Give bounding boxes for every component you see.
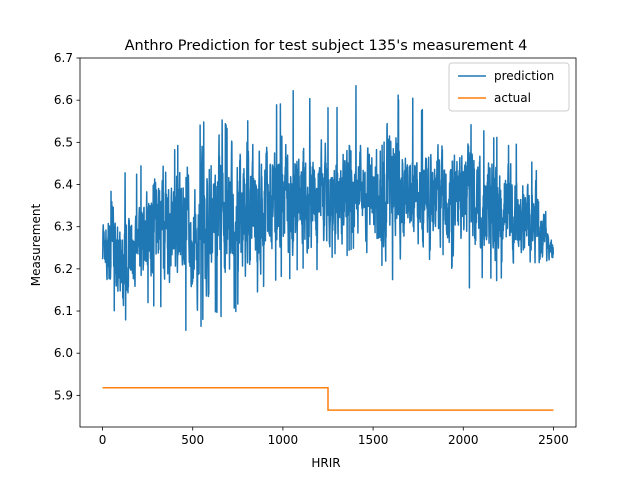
- axes-layer: 0 500 1000 1500 2000 2500 5.9 6.0 6.1 6.2 6.3 6.4 6.…: [54, 51, 577, 447]
- legend-label-actual: actual: [494, 91, 531, 105]
- y-axis-label: Measurement: [29, 204, 43, 287]
- y-tick-label: 6.5: [54, 135, 73, 149]
- y-tick-label: 6.2: [54, 262, 73, 276]
- y-tick-label: 6.3: [54, 220, 73, 234]
- y-tick-label: 6.7: [54, 51, 73, 65]
- actual-line: [102, 387, 554, 411]
- y-tick-label: 6.6: [54, 93, 73, 107]
- legend-label-prediction: prediction: [494, 69, 554, 83]
- x-tick-label: 2500: [538, 433, 569, 447]
- x-tick-label: 0: [99, 433, 107, 447]
- plot-frame: [79, 57, 577, 428]
- chart-title: Anthro Prediction for test subject 135's…: [125, 38, 528, 54]
- x-axis-label: HRIR: [311, 456, 340, 470]
- x-tick-label: 500: [181, 433, 204, 447]
- y-tick-label: 6.0: [54, 346, 73, 360]
- y-tick-label: 5.9: [54, 388, 73, 402]
- x-tick-label: 1000: [268, 433, 299, 447]
- y-tick-label: 6.1: [54, 304, 73, 318]
- x-tick-label: 1500: [358, 433, 389, 447]
- series-layer: [101, 84, 555, 411]
- legend-box: [448, 62, 570, 112]
- y-tick-label: 6.4: [54, 178, 73, 192]
- legend: prediction actual: [448, 62, 570, 112]
- x-tick-label: 2000: [448, 433, 479, 447]
- prediction-line: [101, 84, 555, 332]
